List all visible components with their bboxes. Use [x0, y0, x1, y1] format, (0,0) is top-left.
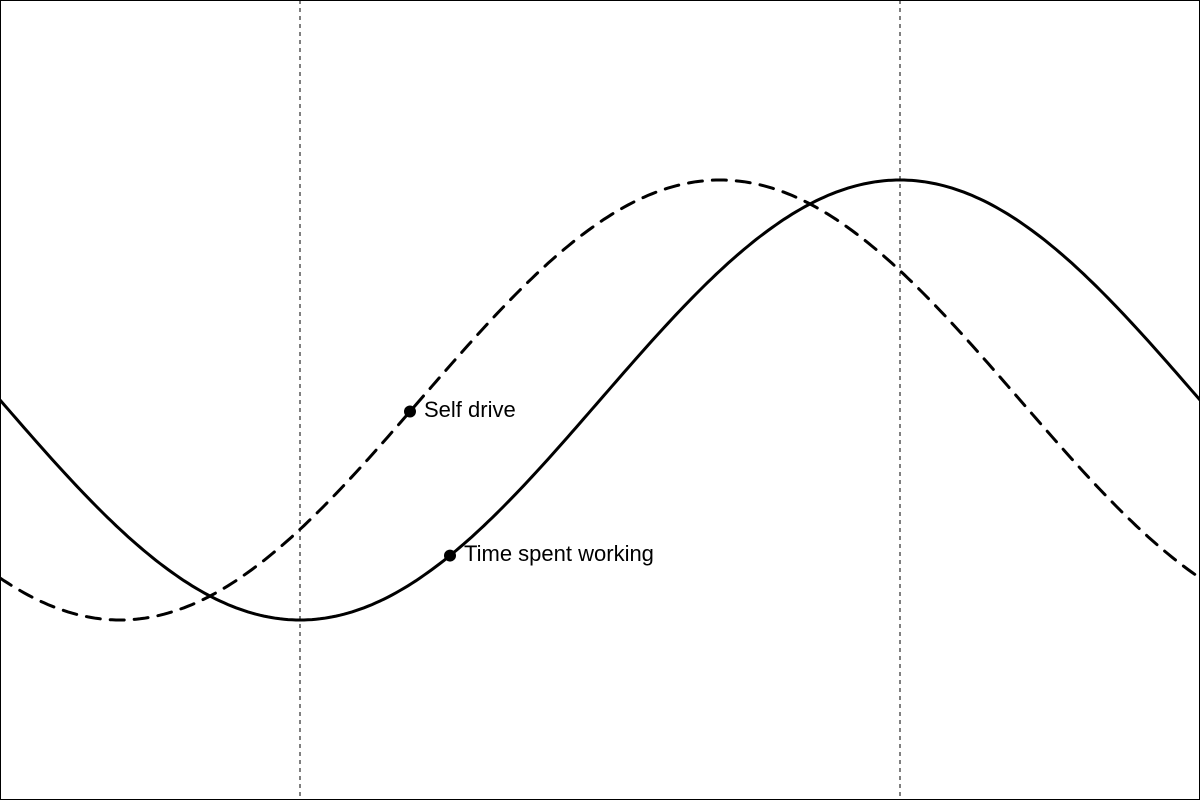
chart-canvas — [0, 0, 1200, 800]
series-label-time_spent_working: Time spent working — [464, 541, 654, 567]
series-marker-self_drive — [404, 406, 416, 418]
series-marker-time_spent_working — [444, 550, 456, 562]
sine-phase-chart: Self drive Time spent working — [0, 0, 1200, 800]
series-label-self_drive: Self drive — [424, 397, 516, 423]
